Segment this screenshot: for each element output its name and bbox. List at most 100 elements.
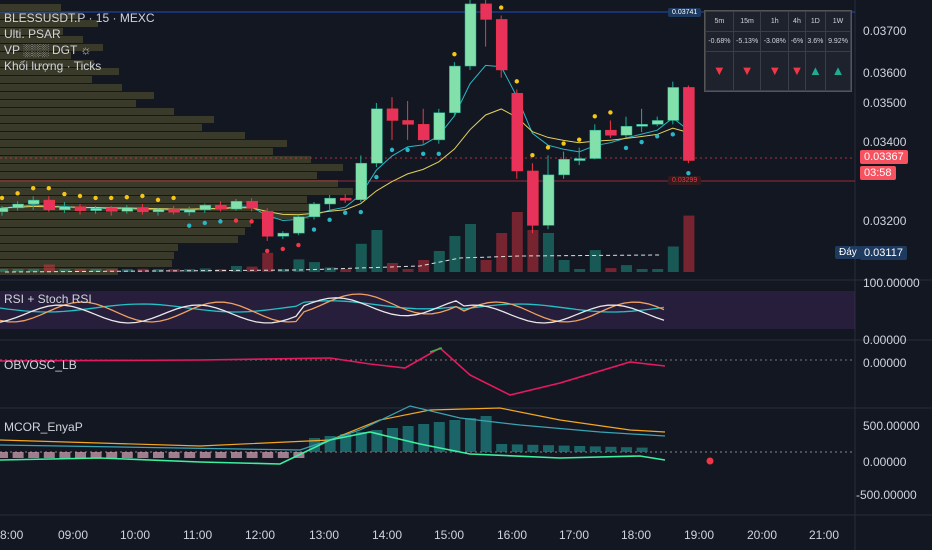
psar-dot xyxy=(405,147,410,153)
volume-bar xyxy=(199,268,211,272)
mcor-histogram-bar xyxy=(371,430,383,452)
obv-line xyxy=(0,347,666,396)
volume-profile-bar xyxy=(0,68,119,75)
volume-profile-bar xyxy=(0,100,136,107)
candle-body xyxy=(636,124,648,127)
mcor-histogram-bar xyxy=(28,452,40,458)
mcor-histogram-bar xyxy=(402,426,414,452)
volume-bar xyxy=(12,269,24,272)
tf-header: 1h xyxy=(760,11,790,32)
candle-body xyxy=(402,120,414,125)
volume-ma-line xyxy=(4,254,661,273)
volume-bar xyxy=(137,268,149,272)
volume-bar xyxy=(402,269,414,272)
mcor-histogram-bar xyxy=(262,452,274,458)
candle-body xyxy=(183,209,196,213)
candle-body xyxy=(246,201,258,209)
volume-bar xyxy=(0,269,8,272)
candle-body xyxy=(667,87,680,121)
psar-dot xyxy=(670,132,675,137)
rsi-panel-title[interactable]: RSI + Stoch RSI xyxy=(4,292,92,306)
volume-bar xyxy=(589,250,601,272)
mcor-histogram-bar xyxy=(605,446,617,452)
time-tick: 19:00 xyxy=(684,528,715,542)
psar-dot xyxy=(592,114,597,119)
volume-bar xyxy=(574,269,586,272)
time-tick: 17:00 xyxy=(559,528,590,542)
candle-body xyxy=(573,158,586,161)
volume-bar xyxy=(558,260,570,272)
volume-bar xyxy=(527,230,539,272)
tf-change: -5.13% xyxy=(732,30,762,52)
rsi-tick: 0.00000 xyxy=(863,333,907,347)
psar-dot xyxy=(31,186,36,191)
mcor-panel-title[interactable]: MCOR_EnyaP xyxy=(4,420,83,434)
symbol-title[interactable]: BLESSUSDT.P · 15 · MEXC xyxy=(4,11,155,25)
mcor-histogram-bar xyxy=(246,452,258,458)
tf-change: -0.68% xyxy=(705,30,734,52)
tf-header: 1D xyxy=(804,11,827,32)
volume-bar xyxy=(262,252,274,272)
candle-body xyxy=(215,204,227,210)
psar-dot xyxy=(202,220,207,226)
psar-dot xyxy=(561,141,566,146)
volume-profile-bar xyxy=(0,116,214,123)
candle-body xyxy=(511,93,524,172)
volume-profile-bar xyxy=(0,36,83,43)
price-tick: 0.03600 xyxy=(863,66,907,80)
psar-dot xyxy=(608,110,613,115)
down-arrow-icon: ▼ xyxy=(760,50,790,91)
volume-bar xyxy=(59,269,71,272)
volume-profile-bar xyxy=(0,156,311,163)
volume-profile-bar xyxy=(0,252,174,259)
candle-body xyxy=(527,170,539,226)
mcor-tick: -500.00000 xyxy=(856,488,917,502)
mcor-orange-line xyxy=(0,407,666,447)
volume-profile-bar xyxy=(0,164,343,171)
time-tick: 11:00 xyxy=(183,528,213,542)
volume-profile-bar xyxy=(0,268,118,275)
psar-dot xyxy=(0,195,5,201)
mcor-blue-line xyxy=(0,405,666,451)
psar-dot xyxy=(233,218,239,223)
candle-body xyxy=(137,207,149,213)
tf-change: 3.6% xyxy=(804,30,827,52)
mcor-histogram-bar xyxy=(355,432,367,452)
stoch-d-line xyxy=(0,297,665,324)
mcor-histogram-bar xyxy=(636,447,648,452)
psar-indicator-label[interactable]: Ulti. PSAR xyxy=(4,27,61,41)
candle-body xyxy=(371,108,383,164)
volume-profile-bar xyxy=(0,12,79,19)
top-line-tag: 0.03741 xyxy=(668,8,702,17)
mcor-histogram-bar xyxy=(387,428,398,452)
price-tick: 0.03400 xyxy=(863,135,907,149)
volume-bar xyxy=(667,246,679,272)
psar-dot xyxy=(62,191,67,197)
volume-profile-bar xyxy=(0,228,245,235)
volume-bar xyxy=(277,269,289,272)
mcor-histogram-bar xyxy=(59,452,71,458)
chart-header: BLESSUSDT.P · 15 · MEXC Ulti. PSAR VP ░░… xyxy=(4,10,155,74)
time-tick: 21:00 xyxy=(809,528,840,542)
volume-indicator-label[interactable]: Khối lượng · Ticks xyxy=(4,59,102,73)
mcor-histogram-bar xyxy=(137,452,149,458)
obv-tick: 0.00000 xyxy=(863,356,907,370)
volume-bar xyxy=(324,267,336,272)
mcor-histogram-bar xyxy=(215,452,227,458)
candle-body xyxy=(620,126,633,136)
volume-profile-bar xyxy=(0,140,287,147)
volume-bar xyxy=(418,260,430,272)
volume-bar xyxy=(371,230,383,272)
volume-profile-bar xyxy=(0,260,172,267)
obv-panel-title[interactable]: OBVOSC_LB xyxy=(4,358,77,372)
psar-dot xyxy=(623,145,629,151)
time-tick: 8:00 xyxy=(0,528,24,542)
psar-dot xyxy=(530,153,535,158)
candle-body xyxy=(277,232,290,237)
mcor-histogram-bar xyxy=(12,452,24,458)
volume-profile-bar xyxy=(0,20,98,27)
vp-indicator-label[interactable]: VP ░░░ DGT ☼ xyxy=(4,43,92,57)
bottom-label-tag: Đáy xyxy=(835,246,861,259)
volume-bar xyxy=(636,269,648,272)
